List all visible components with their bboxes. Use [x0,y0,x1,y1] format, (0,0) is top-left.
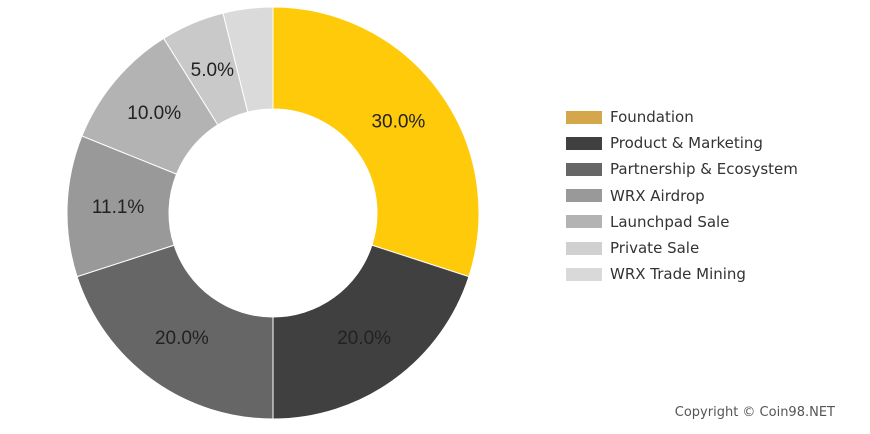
legend-swatch [566,215,602,229]
legend-label: Product & Marketing [610,134,763,153]
legend-item: Partnership & Ecosystem [566,156,798,182]
legend-swatch [566,136,602,150]
slice-6 [222,6,274,113]
legend-swatch [566,267,602,281]
slice-label-1: 20.0% [337,328,391,349]
slice-label-0: 30.0% [371,111,425,132]
slice-label-2: 20.0% [155,328,209,349]
legend-swatch [566,110,602,124]
slice-1 [272,244,470,420]
slice-label-4: 10.0% [127,103,181,124]
slice-label-3: 11.1% [92,197,145,218]
legend-label: Launchpad Sale [610,212,730,231]
legend-item: WRX Trade Mining [566,261,798,287]
legend-label: WRX Airdrop [610,186,705,205]
legend-swatch [566,189,602,203]
legend-swatch [566,241,602,255]
slice-2 [76,244,274,420]
legend-item: WRX Airdrop [566,183,798,209]
slice-label-5: 5.0% [191,60,234,81]
legend-item: Launchpad Sale [566,209,798,235]
copyright-text: Copyright © Coin98.NET [674,405,835,420]
legend-label: Private Sale [610,239,700,258]
legend-item: Foundation [566,104,798,130]
legend-item: Private Sale [566,235,798,261]
legend-swatch [566,162,602,176]
legend-label: Partnership & Ecosystem [610,160,798,179]
legend-label: Foundation [610,108,694,127]
slice-0 [272,6,480,278]
legend-item: Product & Marketing [566,130,798,156]
legend-label: WRX Trade Mining [610,265,746,284]
chart-legend: Foundation Product & Marketing Partnership… [566,104,798,287]
